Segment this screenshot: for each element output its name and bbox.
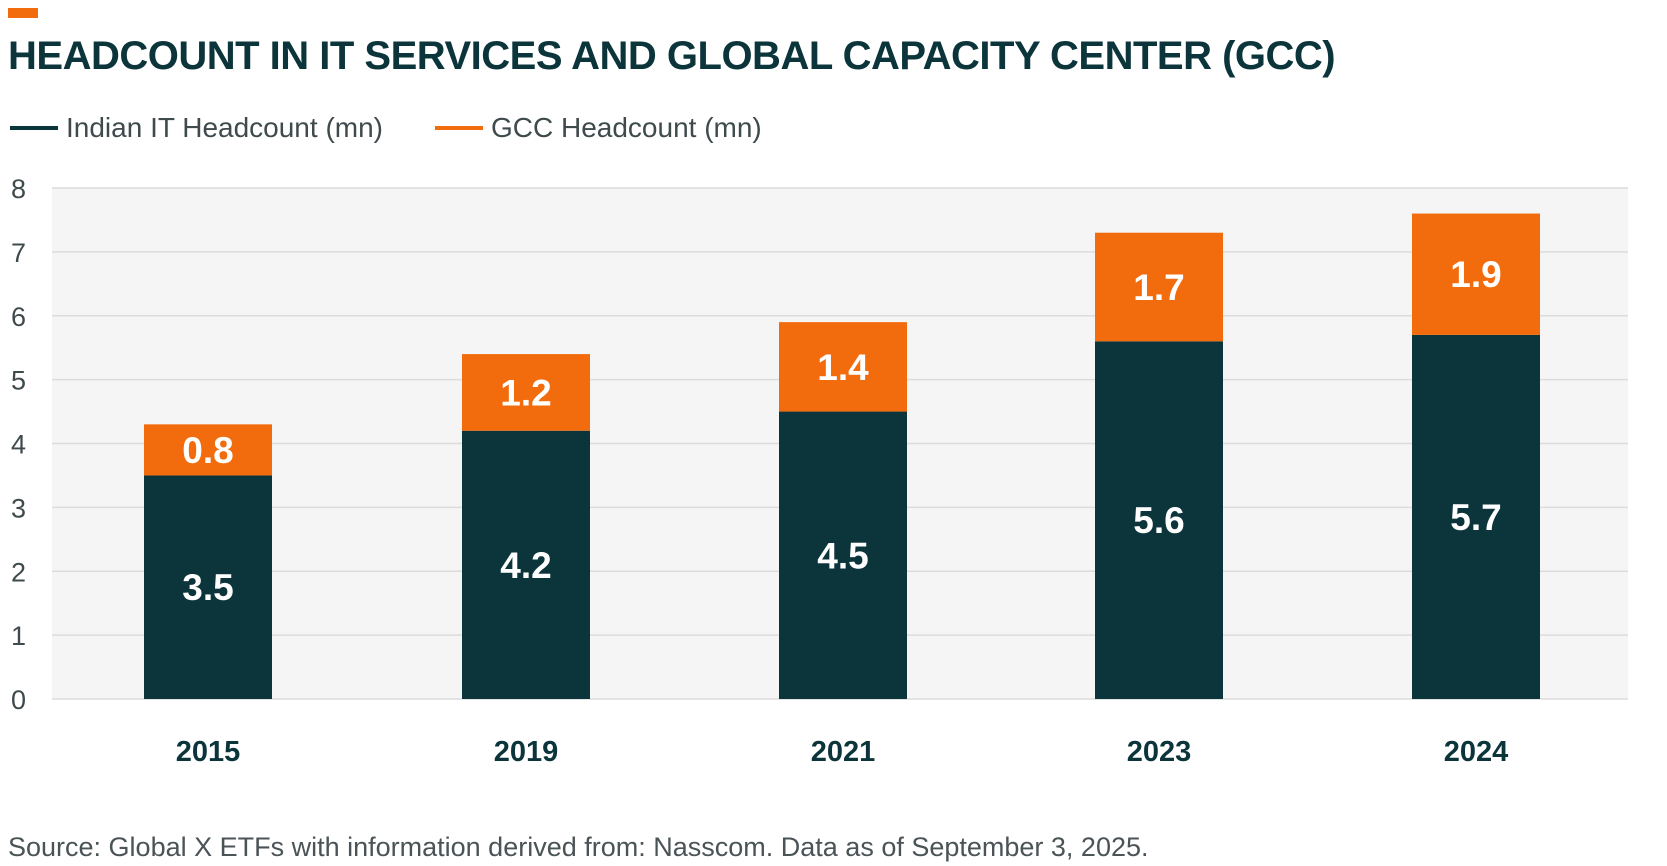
data-label-indian-it-2023: 5.6: [1133, 500, 1184, 541]
data-label-indian-it-2021: 4.5: [817, 535, 868, 576]
bar-gcc-2021: [779, 322, 907, 412]
y-tick-label: 1: [11, 621, 26, 651]
legend-label-indian-it: Indian IT Headcount (mn): [66, 112, 383, 143]
bar-gcc-2015: [144, 424, 272, 476]
y-tick-label: 8: [11, 174, 26, 204]
bar-gcc-2023: [1095, 232, 1223, 342]
legend-label-gcc: GCC Headcount (mn): [490, 112, 762, 143]
chart-title: HEADCOUNT IN IT SERVICES AND GLOBAL CAPA…: [8, 34, 1336, 78]
label-layer: 0 1 2 3 4 5 6 7 8 3.5 0.8 2015 4.2 1.2 2019 4.5 1.4 2021 5…: [11, 174, 1508, 768]
legend-item-gcc: GCC Headcount (mn): [434, 112, 762, 144]
y-tick-label: 2: [11, 557, 26, 587]
legend: Indian IT Headcount (mn) GCC Headcount (…: [10, 112, 814, 144]
y-tick-label: 5: [11, 366, 26, 396]
bar-gcc-2024: [1412, 213, 1540, 335]
y-tick-label: 4: [11, 430, 26, 460]
data-label-indian-it-2019: 4.2: [500, 545, 551, 586]
y-tick-label: 0: [11, 685, 26, 715]
data-label-gcc-2019: 1.2: [500, 372, 551, 413]
legend-item-indian-it: Indian IT Headcount (mn): [10, 112, 383, 144]
bar-indian-it-2024: [1412, 334, 1540, 699]
accent-bar: [8, 8, 38, 18]
bar-indian-it-2015: [144, 475, 272, 699]
x-tick-label-2019: 2019: [494, 736, 559, 768]
x-tick-label-2015: 2015: [176, 736, 241, 768]
x-tick-label-2021: 2021: [811, 736, 876, 768]
legend-swatch-gcc: [434, 126, 483, 130]
bar-chart: 0 1 2 3 4 5 6 7 8 3.5 0.8 2015 4.2 1.2 2019 4.5 1.4 2021 5…: [11, 174, 1628, 768]
legend-swatch-indian-it: [10, 126, 58, 130]
x-tick-label-2023: 2023: [1127, 736, 1192, 768]
y-tick-label: 7: [11, 238, 26, 268]
data-label-gcc-2024: 1.9: [1450, 254, 1501, 295]
bar-indian-it-2023: [1095, 341, 1223, 699]
data-label-indian-it-2024: 5.7: [1450, 497, 1501, 538]
y-tick-label: 3: [11, 493, 26, 523]
bar-indian-it-2021: [779, 411, 907, 699]
data-label-gcc-2023: 1.7: [1133, 267, 1184, 308]
data-label-indian-it-2015: 3.5: [182, 567, 233, 608]
bar-layer: [144, 213, 1540, 699]
bar-gcc-2019: [462, 354, 590, 431]
data-label-gcc-2015: 0.8: [182, 430, 233, 471]
bar-indian-it-2019: [462, 430, 590, 699]
source-note: Source: Global X ETFs with information d…: [8, 832, 1149, 862]
data-label-gcc-2021: 1.4: [817, 347, 869, 388]
y-tick-label: 6: [11, 302, 26, 332]
x-tick-label-2024: 2024: [1444, 736, 1509, 768]
